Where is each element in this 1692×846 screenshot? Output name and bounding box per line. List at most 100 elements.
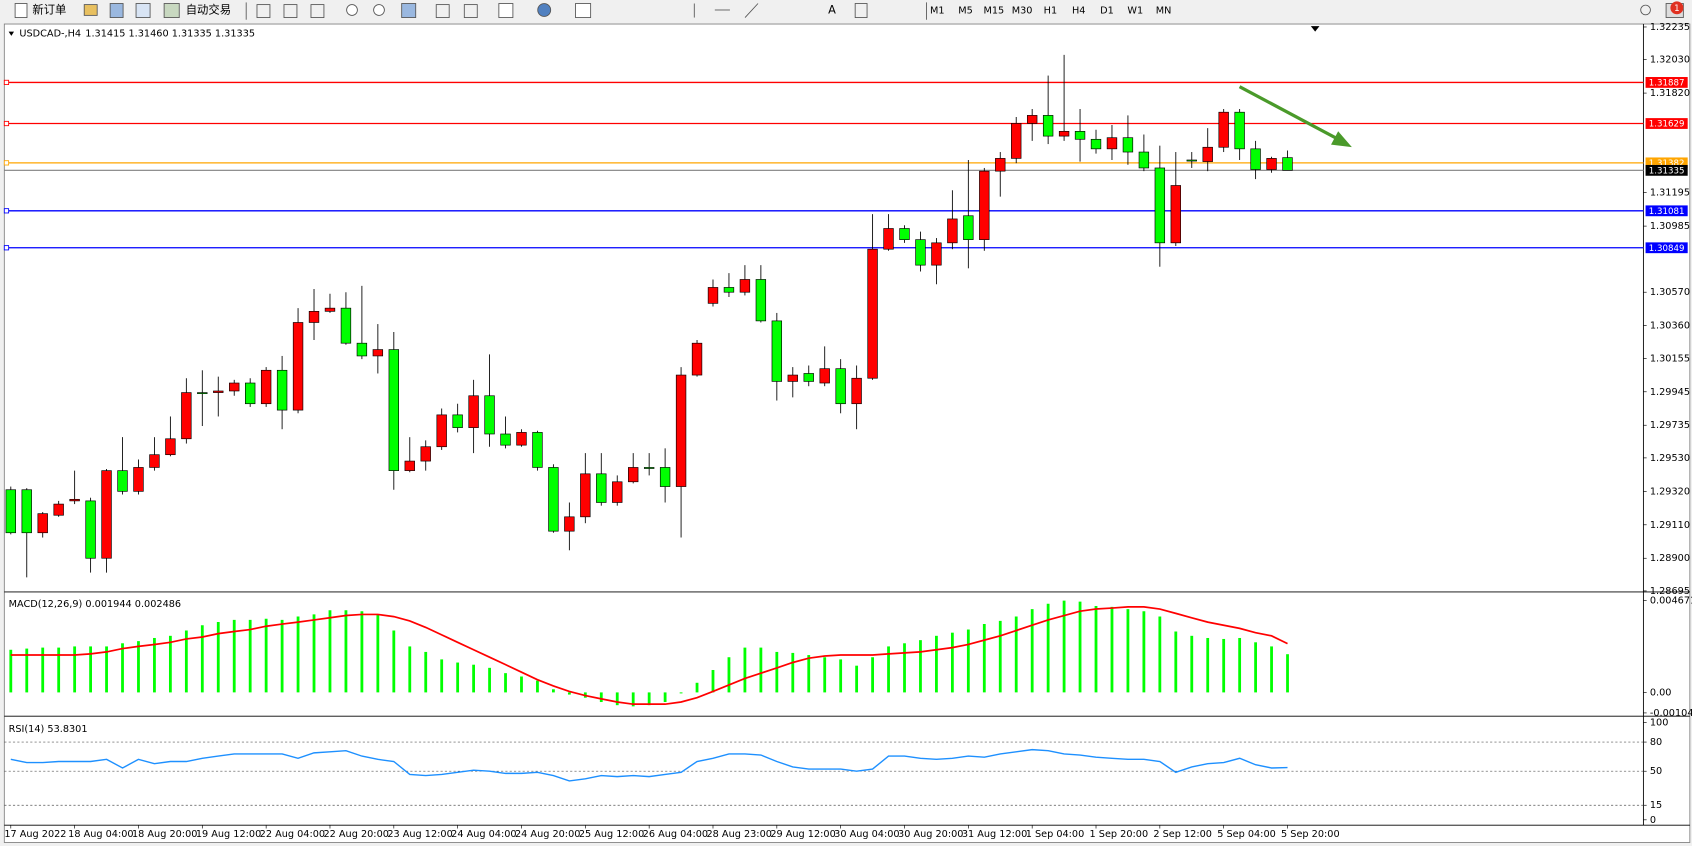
candle-body [675,374,687,487]
y-tick-label: 0 [1650,815,1656,826]
indicator-title: RSI(14) 53.8301 [9,724,88,735]
candle-body [899,228,910,240]
candle-body [707,287,719,304]
trend-line-tool[interactable] [744,3,759,18]
plot: USDCAD-,H4 1.31415 1.31460 1.31335 1.3133… [3,22,1692,840]
icon[interactable] [498,3,514,18]
candle-body [612,481,623,503]
timeframe-button[interactable]: W1 [1127,6,1143,17]
x-tick-label: 30 Aug 04:00 [834,829,899,840]
candle-body [213,390,224,393]
level-handle [3,208,10,214]
candle-body [1058,130,1070,137]
icon[interactable] [435,4,450,18]
text-tool[interactable]: A [828,3,836,17]
x-tick-label: 28 Aug 23:00 [707,829,772,840]
x-tick-label: 17 Aug 2022 [4,829,66,840]
candle-body [548,467,559,532]
candle-body [835,368,846,405]
icon[interactable] [109,3,124,18]
level-label: 1.31081 [1649,207,1685,217]
menu-arrow [8,31,15,36]
icon[interactable] [401,3,417,18]
new-order-button[interactable]: 新订单 [32,3,66,17]
arrow-shaft [1238,85,1338,140]
candle-body [867,248,878,379]
icon[interactable] [537,3,552,17]
candle-body [691,342,703,376]
candle-body [739,279,751,293]
y-tick-label: 1.30570 [1650,287,1690,298]
icon[interactable] [283,4,298,18]
zoom-in-icon[interactable] [346,4,358,16]
candle-body [276,369,288,411]
icon[interactable] [575,3,592,18]
timeframe-button[interactable]: M1 [930,6,945,17]
x-tick-label: 23 Aug 12:00 [387,829,452,840]
candle-body [1026,115,1038,124]
candle-body [771,320,783,382]
timeframe-button[interactable]: M5 [958,6,973,17]
candle-body [388,349,399,471]
y-tick-label: 1.30360 [1650,321,1690,332]
y-tick-label: 100 [1650,718,1669,729]
candle-body [1202,146,1213,162]
x-tick-label: 5 Sep 20:00 [1281,829,1340,840]
level-label: 1.31382 [1649,159,1685,169]
candle-body [979,170,990,240]
x-tick-label: 30 Aug 20:00 [898,829,963,840]
timeframe-button[interactable]: M30 [1012,6,1033,17]
zoom-out-icon[interactable] [373,4,385,16]
x-tick-label: 18 Aug 20:00 [132,829,197,840]
level-label-box [1645,205,1688,217]
candle-body [516,432,527,446]
x-tick-label: 24 Aug 04:00 [451,829,516,840]
candle-body [37,513,48,534]
auto-trading-icon[interactable] [163,3,180,18]
timeframe-button[interactable]: H4 [1072,6,1085,17]
icon[interactable] [83,4,98,16]
candle-body [915,239,926,266]
candle-body [21,489,32,534]
level-label: 1.31629 [1649,120,1685,130]
y-tick-label: 80 [1650,737,1662,748]
level-handle [3,120,10,127]
icon[interactable] [463,4,478,18]
icon[interactable] [135,3,151,18]
candle-body [1138,151,1150,169]
candle-body [1170,185,1181,244]
x-tick-label: 22 Aug 20:00 [323,829,388,840]
icon[interactable] [310,4,325,18]
auto-trading-button[interactable]: 自动交易 [186,3,231,17]
y-tick-label: 50 [1650,766,1662,777]
timeframe-button[interactable]: M15 [983,6,1004,17]
candle-body [963,215,974,240]
candle-body [372,349,384,357]
x-tick-label: 1 Sep 04:00 [1026,829,1085,840]
candle-body [260,369,272,405]
candle-body [1154,167,1166,244]
timeframe-button[interactable]: H1 [1044,6,1057,17]
level-label-box [1645,242,1688,254]
candle-body [117,470,128,492]
icon[interactable] [256,4,271,18]
y-tick-label: 1.32235 [1650,22,1690,33]
candle-body [596,473,607,503]
timeframe-button[interactable]: MN [1156,6,1172,17]
timeframe-button[interactable]: D1 [1100,6,1114,17]
candle-body [5,489,16,534]
x-tick-label: 26 Aug 04:00 [643,829,708,840]
candle-body [484,395,495,435]
search-icon[interactable] [1640,4,1651,16]
y-tick-label: 1.29735 [1650,420,1690,431]
label-tool[interactable] [854,3,868,18]
candle-body [883,228,894,250]
candle-body [101,470,112,559]
x-tick-label: 19 Aug 12:00 [196,829,261,840]
candle-body [1122,137,1134,153]
level-handle [3,79,10,86]
y-tick-label: 1.29945 [1650,387,1690,398]
y-tick-label: 1.30155 [1650,353,1690,364]
new-order-icon[interactable] [14,3,28,18]
